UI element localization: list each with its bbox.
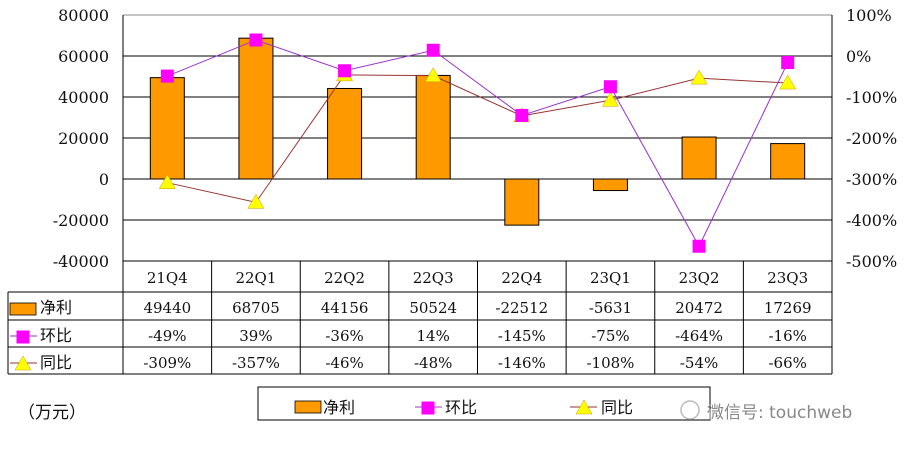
data-table-value: -5631 xyxy=(589,299,632,317)
category-label: 21Q4 xyxy=(147,269,188,287)
category-label: 22Q4 xyxy=(501,269,542,287)
data-table-value: -108% xyxy=(586,354,634,372)
legend xyxy=(257,386,711,421)
data-table-value: 44156 xyxy=(321,299,369,317)
y-tick-label: 0 xyxy=(99,170,109,189)
data-table-value: -46% xyxy=(325,354,363,372)
data-table-value: 14% xyxy=(417,327,450,345)
point-环比-21Q4 xyxy=(160,69,174,83)
data-table-value: -54% xyxy=(680,354,718,372)
wechat-icon xyxy=(680,400,700,420)
square-marker-icon xyxy=(16,330,30,344)
bar-22Q2 xyxy=(327,87,363,180)
series-name: 净利 xyxy=(40,298,72,317)
point-同比-21Q4 xyxy=(158,174,176,189)
point-同比-23Q3 xyxy=(779,74,797,90)
unit-label: （万元） xyxy=(18,403,86,423)
category-label: 22Q3 xyxy=(413,269,454,287)
category-label: 23Q2 xyxy=(679,269,720,287)
bar-22Q1 xyxy=(238,37,274,180)
watermark: 微信号: touchweb xyxy=(707,403,852,423)
table-legend-key-净利 xyxy=(9,302,37,316)
data-table-value: -309% xyxy=(143,354,191,372)
line-环比 xyxy=(167,39,789,248)
data-table-value: 49440 xyxy=(143,299,191,317)
data-table-value: -146% xyxy=(498,354,546,372)
category-label: 23Q1 xyxy=(590,269,631,287)
y-tick-label: 20000 xyxy=(58,129,109,148)
bar-23Q1 xyxy=(592,178,628,192)
data-table-value: 17269 xyxy=(764,299,812,317)
y2-tick-label: -400% xyxy=(846,211,897,230)
data-table-value: 50524 xyxy=(409,299,457,317)
category-label: 22Q1 xyxy=(235,269,276,287)
data-table-value: -48% xyxy=(414,354,452,372)
y-tick-label: 60000 xyxy=(58,47,109,66)
y2-tick-label: 100% xyxy=(846,6,892,25)
y-tick-label: -20000 xyxy=(53,211,109,230)
data-table-value: -357% xyxy=(232,354,280,372)
data-table-value: -464% xyxy=(675,327,723,345)
triangle-marker-icon xyxy=(575,399,593,415)
y2-tick-label: -500% xyxy=(846,252,897,271)
y2-tick-label: -200% xyxy=(846,129,897,148)
data-table-value: 68705 xyxy=(232,299,280,317)
bar-23Q3 xyxy=(770,143,806,180)
bar-22Q3 xyxy=(415,74,451,180)
point-同比-23Q1 xyxy=(602,91,619,107)
y2-tick-label: -100% xyxy=(846,88,897,107)
point-环比-22Q1 xyxy=(249,33,263,47)
category-label: 22Q2 xyxy=(324,269,365,287)
point-环比-22Q4 xyxy=(515,108,529,122)
point-环比-23Q1 xyxy=(603,80,617,94)
y-tick-label: 40000 xyxy=(58,88,109,107)
legend-label: 同比 xyxy=(601,398,633,417)
bar-23Q2 xyxy=(681,136,717,180)
data-table-value: -36% xyxy=(325,327,363,345)
data-table-value: -22512 xyxy=(495,299,548,317)
table-legend-key-环比 xyxy=(10,330,37,344)
table-legend-key-同比 xyxy=(10,355,37,371)
series-name: 环比 xyxy=(40,326,72,345)
point-同比-23Q2 xyxy=(690,69,708,85)
bar-key-icon xyxy=(9,302,37,316)
series-name: 同比 xyxy=(40,353,72,372)
point-同比-22Q1 xyxy=(247,193,265,209)
data-table-value: -49% xyxy=(148,327,186,345)
data-table-value: -75% xyxy=(591,327,629,345)
category-label: 23Q3 xyxy=(767,269,808,287)
data-table-value: -145% xyxy=(498,327,546,345)
point-环比-23Q3 xyxy=(781,56,795,70)
y-tick-label: 80000 xyxy=(58,6,109,25)
bar-key-icon xyxy=(294,400,322,414)
bar-21Q4 xyxy=(149,77,185,180)
data-table-value: 20472 xyxy=(675,299,723,317)
data-table-value: -16% xyxy=(768,327,806,345)
y-tick-label: -40000 xyxy=(53,252,109,271)
square-marker-icon xyxy=(421,401,435,415)
point-环比-23Q2 xyxy=(692,239,706,253)
legend-label: 环比 xyxy=(445,398,477,417)
y2-tick-label: 0% xyxy=(846,47,871,66)
point-环比-22Q2 xyxy=(338,64,352,78)
bar-22Q4 xyxy=(504,178,540,226)
legend-box xyxy=(257,386,711,421)
point-环比-22Q3 xyxy=(426,43,440,57)
y2-tick-label: -300% xyxy=(846,170,897,189)
data-table-value: 39% xyxy=(239,327,272,345)
line-同比 xyxy=(167,74,788,203)
point-同比-22Q3 xyxy=(424,67,442,82)
legend-label: 净利 xyxy=(323,398,355,417)
data-table-value: -66% xyxy=(768,354,806,372)
triangle-marker-icon xyxy=(14,355,32,371)
